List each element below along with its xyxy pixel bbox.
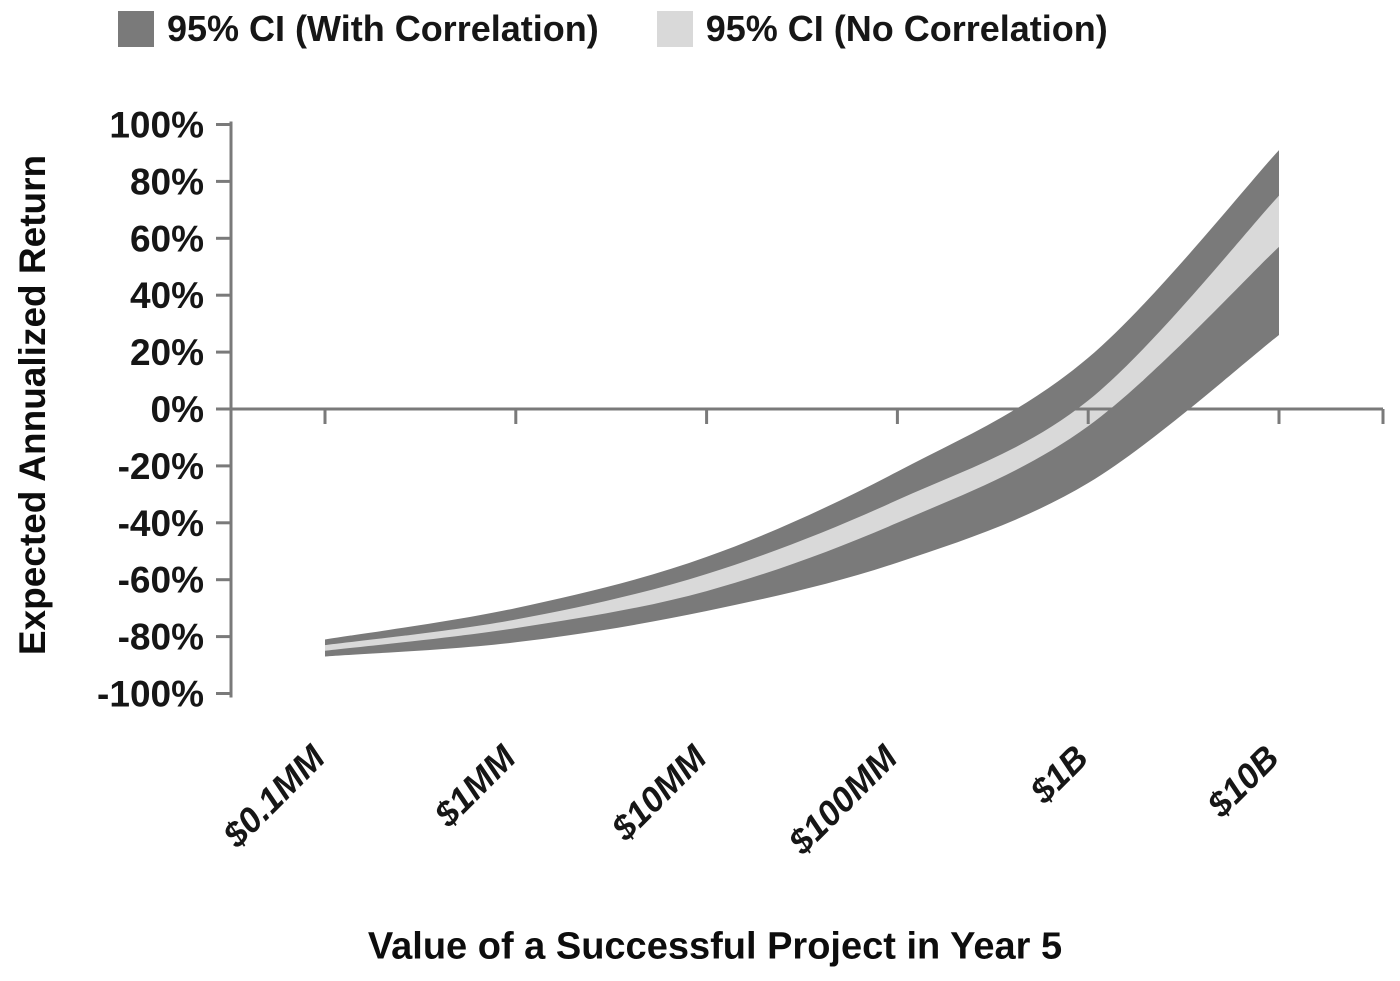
legend-item-with-correlation: 95% CI (With Correlation) <box>118 8 599 50</box>
y-tick-label: 40% <box>130 275 204 316</box>
y-tick-labels: 100% 80% 60% 40% 20% 0% -20% -40% -60% -80% -100% <box>97 105 204 715</box>
y-tick-label: -20% <box>118 446 204 487</box>
x-tick-label: $10MM <box>603 737 714 848</box>
y-tick-label: -60% <box>118 560 204 601</box>
x-axis-title: Value of a Successful Project in Year 5 <box>367 925 1063 968</box>
y-tick-label: -100% <box>97 674 204 715</box>
y-tick-label: -80% <box>118 617 204 658</box>
legend-swatch-no-correlation-icon <box>656 11 693 47</box>
y-tick-label: -40% <box>118 503 204 544</box>
x-tick-label: $10B <box>1199 738 1286 825</box>
x-tick-label: $100MM <box>780 737 905 862</box>
legend-item-no-correlation: 95% CI (No Correlation) <box>656 8 1108 50</box>
y-tick-label: 60% <box>130 218 204 259</box>
x-tick-labels: $0.1MM $1MM $10MM $100MM $1B $10B <box>215 737 1287 862</box>
ci-bands <box>325 150 1279 657</box>
legend-label-with-correlation: 95% CI (With Correlation) <box>167 8 599 49</box>
y-tick-label: 100% <box>109 105 204 146</box>
legend-label-no-correlation: 95% CI (No Correlation) <box>705 8 1108 49</box>
legend: 95% CI (With Correlation) 95% CI (No Cor… <box>118 8 1108 50</box>
band-with-correlation <box>325 150 1279 657</box>
y-tick-label: 0% <box>151 389 204 430</box>
x-tick-label: $1MM <box>426 737 524 835</box>
y-axis-title: Expected Annualized Return <box>12 154 53 656</box>
x-tick-label: $0.1MM <box>215 737 333 855</box>
legend-swatch-with-correlation-icon <box>118 11 154 47</box>
x-tick-label: $1B <box>1022 738 1096 812</box>
y-tick-label: 20% <box>130 332 204 373</box>
y-tick-label: 80% <box>130 161 204 202</box>
axes <box>216 121 1385 698</box>
